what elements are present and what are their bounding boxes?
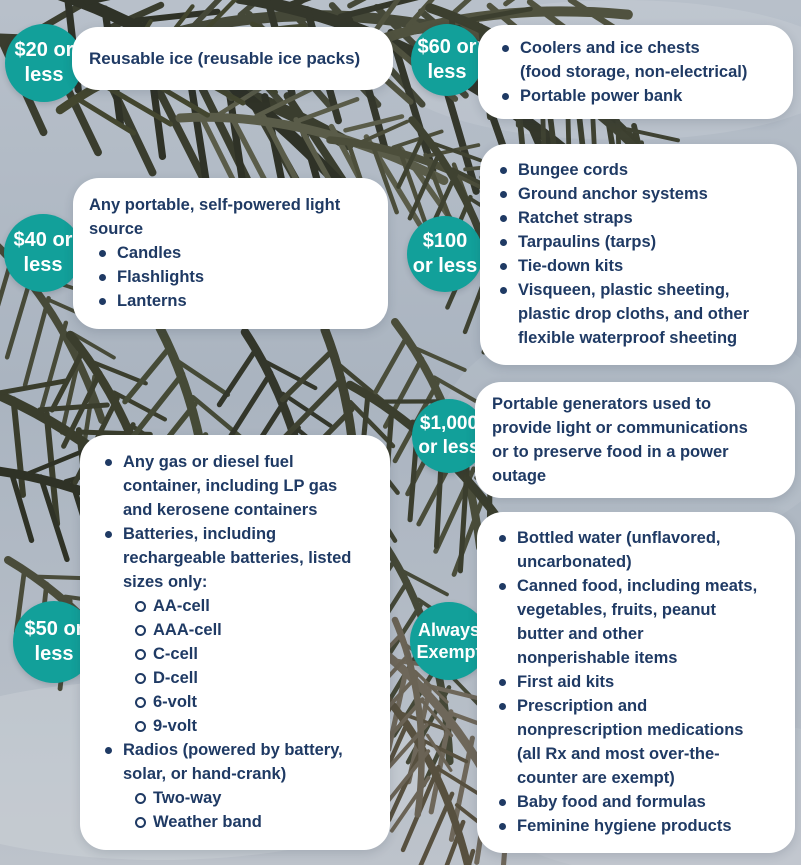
price-badge-60-or-less: $60 or less	[411, 24, 483, 96]
price-badge-40-or-less: $40 or less	[4, 214, 82, 292]
card-40-list: Candles Flashlights Lanterns	[89, 241, 376, 313]
list-item: Bungee cords	[490, 158, 789, 182]
card-50-or-less: Any gas or diesel fuel container, includ…	[80, 435, 390, 850]
list-item: Batteries, including rechargeable batter…	[95, 522, 382, 594]
card-40-intro: Any portable, self-powered light source	[89, 196, 341, 238]
list-subitem: AA-cell	[125, 594, 382, 618]
list-item: Ratchet straps	[490, 206, 789, 230]
list-item: Ground anchor systems	[490, 182, 789, 206]
card-100-or-less: Bungee cords Ground anchor systems Ratch…	[480, 144, 797, 365]
card-60-or-less: Coolers and ice chests (food storage, no…	[478, 25, 793, 119]
card-40-or-less: Any portable, self-powered light source …	[73, 178, 388, 329]
list-item: Coolers and ice chests (food storage, no…	[492, 36, 783, 84]
card-60-list: Coolers and ice chests (food storage, no…	[492, 36, 783, 108]
list-item: Any gas or diesel fuel container, includ…	[95, 450, 382, 522]
price-badge-1000-or-less: $1,000 or less	[412, 399, 486, 473]
card-20-or-less: Reusable ice (reusable ice packs)	[72, 27, 393, 90]
list-item: First aid kits	[489, 670, 787, 694]
list-item: Canned food, including meats, vegetables…	[489, 574, 787, 670]
list-item: Radios (powered by battery, solar, or ha…	[95, 738, 382, 786]
badge-always-exempt: Always Exempt	[410, 602, 488, 680]
card-50-list: Any gas or diesel fuel container, includ…	[95, 450, 382, 834]
list-item: Portable power bank	[492, 84, 783, 108]
card-100-list: Bungee cords Ground anchor systems Ratch…	[490, 158, 789, 350]
list-item: Baby food and formulas	[489, 790, 787, 814]
list-item: Bottled water (unflavored, uncarbonated)	[489, 526, 787, 574]
list-subitem: Two-way	[125, 786, 382, 810]
list-item: Tie-down kits	[490, 254, 789, 278]
list-item: Feminine hygiene products	[489, 814, 787, 838]
list-subitem: AAA-cell	[125, 618, 382, 642]
list-item: Prescription and nonprescription medicat…	[489, 694, 787, 790]
list-subitem: C-cell	[125, 642, 382, 666]
list-item: Lanterns	[89, 289, 376, 313]
card-1000-text: Portable generators used to provide ligh…	[492, 395, 748, 485]
list-subitem: 9-volt	[125, 714, 382, 738]
card-always-exempt: Bottled water (unflavored, uncarbonated)…	[477, 512, 795, 853]
card-20-text: Reusable ice (reusable ice packs)	[89, 48, 361, 68]
card-always-exempt-list: Bottled water (unflavored, uncarbonated)…	[489, 526, 787, 838]
list-item: Candles	[89, 241, 376, 265]
list-subitem: Weather band	[125, 810, 382, 834]
list-item: Tarpaulins (tarps)	[490, 230, 789, 254]
card-1000-or-less: Portable generators used to provide ligh…	[475, 382, 795, 498]
price-badge-20-or-less: $20 or less	[5, 24, 83, 102]
list-subitem: 6-volt	[125, 690, 382, 714]
list-item: Flashlights	[89, 265, 376, 289]
list-subitem: D-cell	[125, 666, 382, 690]
price-badge-100-or-less: $100 or less	[407, 216, 483, 292]
list-item: Visqueen, plastic sheeting, plastic drop…	[490, 278, 789, 350]
